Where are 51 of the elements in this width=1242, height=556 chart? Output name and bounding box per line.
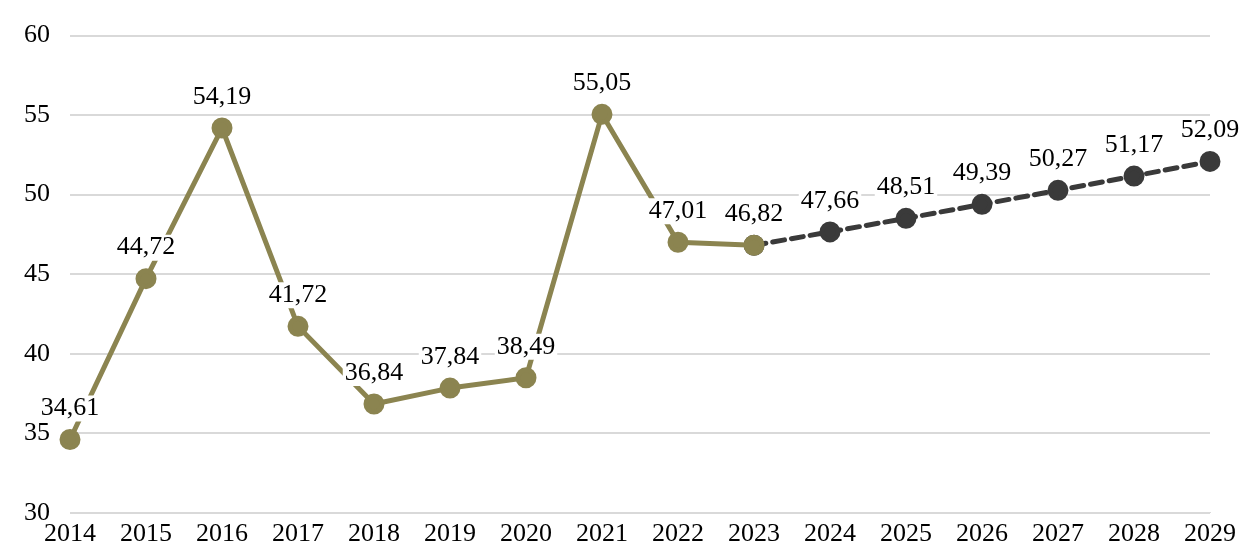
y-tick-label: 50 — [24, 178, 50, 208]
x-tick-label: 2023 — [728, 518, 780, 548]
x-tick-label: 2024 — [804, 518, 856, 548]
data-label: 50,27 — [1028, 143, 1088, 173]
data-label: 55,05 — [572, 67, 632, 97]
data-label: 51,17 — [1104, 128, 1164, 158]
data-label: 47,66 — [800, 184, 860, 214]
data-label: 49,39 — [952, 157, 1012, 187]
x-tick-label: 2022 — [652, 518, 704, 548]
point — [667, 231, 689, 253]
point — [515, 367, 537, 389]
x-tick-label: 2020 — [500, 518, 552, 548]
point — [1047, 179, 1069, 201]
data-label: 38,49 — [496, 330, 556, 360]
point — [439, 377, 461, 399]
data-label: 52,09 — [1180, 114, 1240, 144]
y-tick-label: 60 — [24, 19, 50, 49]
point — [59, 428, 81, 450]
data-label: 36,84 — [344, 356, 404, 386]
x-tick-label: 2017 — [272, 518, 324, 548]
data-label: 47,01 — [648, 195, 708, 225]
point — [819, 221, 841, 243]
data-label: 46,82 — [724, 198, 784, 228]
point — [1123, 165, 1145, 187]
point — [135, 268, 157, 290]
y-tick-label: 55 — [24, 98, 50, 128]
x-tick-label: 2019 — [424, 518, 476, 548]
y-tick-label: 40 — [24, 337, 50, 367]
x-tick-label: 2018 — [348, 518, 400, 548]
y-tick-label: 45 — [24, 258, 50, 288]
data-label: 34,61 — [40, 392, 100, 422]
x-tick-label: 2025 — [880, 518, 932, 548]
x-tick-label: 2029 — [1184, 518, 1236, 548]
data-label: 44,72 — [116, 231, 176, 261]
point — [895, 207, 917, 229]
x-tick-label: 2028 — [1108, 518, 1160, 548]
data-label: 41,72 — [268, 279, 328, 309]
point — [1199, 150, 1221, 172]
data-label: 54,19 — [192, 80, 252, 110]
x-tick-label: 2027 — [1032, 518, 1084, 548]
x-tick-label: 2021 — [576, 518, 628, 548]
point — [287, 315, 309, 337]
point — [211, 117, 233, 139]
data-label: 37,84 — [420, 340, 480, 370]
x-tick-label: 2015 — [120, 518, 172, 548]
data-label: 48,51 — [876, 171, 936, 201]
x-tick-label: 2016 — [196, 518, 248, 548]
point — [591, 103, 613, 125]
point — [971, 193, 993, 215]
point — [363, 393, 385, 415]
x-tick-label: 2026 — [956, 518, 1008, 548]
